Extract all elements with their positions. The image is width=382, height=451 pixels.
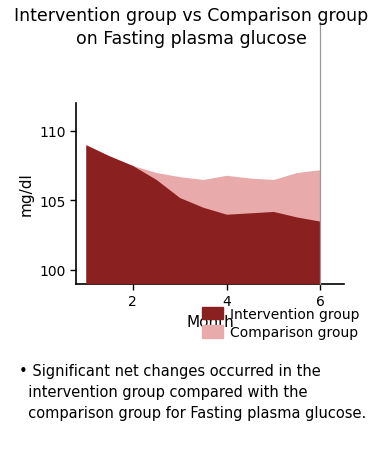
Legend: Intervention group, Comparison group: Intervention group, Comparison group — [202, 307, 360, 340]
Text: Intervention group vs Comparison group
on Fasting plasma glucose: Intervention group vs Comparison group o… — [14, 7, 368, 48]
X-axis label: Month: Month — [186, 314, 234, 329]
Y-axis label: mg/dl: mg/dl — [19, 172, 34, 216]
Text: • Significant net changes occurred in the
  intervention group compared with the: • Significant net changes occurred in th… — [19, 363, 366, 420]
